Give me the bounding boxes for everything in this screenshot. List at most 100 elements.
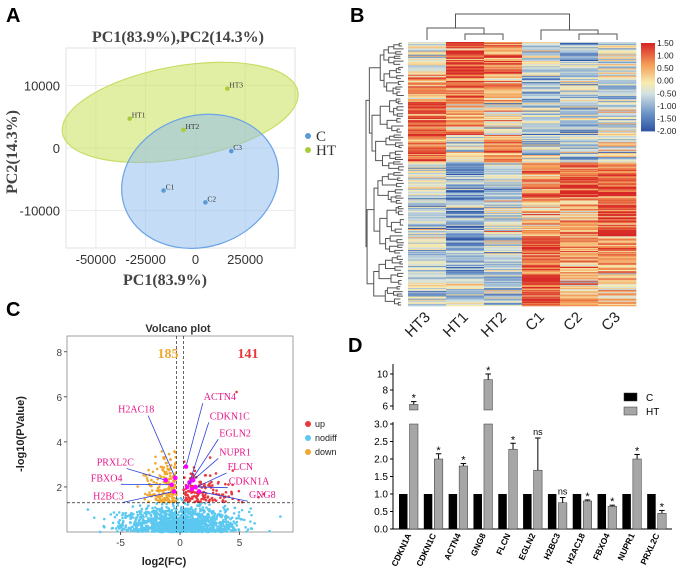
heatmap-cell [408,162,447,164]
heatmap-cell [560,72,599,74]
heatmap-cell [522,216,561,218]
volcano-point-up [200,497,203,501]
dendrogram-branch [396,255,403,260]
volcano-point-nodiff [179,527,183,530]
heatmap-cell [446,162,485,164]
heatmap-cell [522,154,561,157]
heatmap-cell [446,236,485,238]
volcano-point-nodiff [203,527,207,531]
volcano-point-nodiff [213,512,217,515]
volcano-xlabel: log2(FC) [142,556,187,568]
bar-c [498,494,507,529]
volcano-point-nodiff [232,512,236,515]
heatmap-cell [446,256,485,258]
heatmap-cell [408,142,447,144]
volcano-point-nodiff [207,520,211,524]
heatmap-cell [484,204,523,206]
heatmap-cell [446,246,485,249]
volcano-point-up [214,499,218,503]
heatmap-cell [446,156,485,158]
dendrogram-branch [368,67,381,134]
volcano-point-nodiff [162,515,166,519]
heatmap-cell [598,156,637,158]
heatmap-cell [598,44,637,46]
heatmap-cell [484,48,523,50]
heatmap-cell [560,89,599,91]
pca-xlabel: PC1(83.9%) [123,272,207,289]
heatmap-cell [446,183,485,185]
volcano-point-nodiff [202,520,206,524]
heatmap-cell [484,203,523,205]
volcano-point-nodiff [198,513,202,517]
heatmap-cell [408,56,447,59]
volcano-point-up [237,489,241,493]
heatmap-cell [408,279,447,281]
heatmap-cell [408,224,447,227]
heatmap-cell [598,56,637,59]
dendrogram-branch [540,29,599,40]
heatmap-cell [408,276,447,278]
volcano-point-nodiff [240,518,244,521]
heatmap-cell [446,87,485,89]
heatmap-cell [446,205,485,208]
heatmap-cell [560,212,599,214]
heatmap-cell [408,231,447,233]
heatmap-cell [598,59,637,62]
colorbar-segment [641,43,655,45]
heatmap-cell [522,274,561,276]
heatmap-cell [408,260,447,262]
heatmap-cell [484,224,523,227]
volcano-point-nodiff [223,504,227,508]
volcano-point-nodiff [226,507,229,511]
heatmap-cell [522,201,561,203]
heatmap-cell [522,55,561,58]
bar-significance: * [461,455,466,467]
volcano-point-nodiff [209,522,213,526]
bar-significance: * [412,393,417,405]
volcano-ytick-label: 2 [56,483,62,494]
heatmap-cell [408,87,447,89]
heatmap-cell [598,286,637,289]
heatmap-cell [522,157,561,159]
heatmap-cell [560,299,599,302]
volcano-point-nodiff [136,513,140,517]
heatmap-cell [484,146,523,148]
heatmap-cell [598,244,637,247]
heatmap-cell [446,253,485,255]
volcano-point-nodiff [175,508,178,512]
volcano-point-nodiff [228,521,231,525]
heatmap-cell [560,191,599,194]
heatmap-cell [560,190,599,193]
heatmap-cell [560,288,599,290]
volcano-point-nodiff [192,518,196,521]
heatmap-cell [598,50,637,52]
heatmap-cell [446,275,485,277]
heatmap-cell [408,156,447,158]
heatmap-cell [408,213,447,215]
bar-ht [483,423,493,530]
heatmap-cell [522,284,561,287]
heatmap-cell [408,57,447,60]
volcano-point-nodiff [191,508,195,512]
bar-category-label: GNG8 [469,531,488,557]
heatmap-cell [598,43,637,45]
colorbar-segment [641,79,655,82]
heatmap-cell [408,199,447,201]
volcano-point-nodiff [155,517,159,520]
heatmap-cell [446,142,485,144]
heatmap-cell [484,119,523,121]
heatmap-cell [484,87,523,89]
heatmap-cell [408,54,447,57]
heatmap-cell [408,280,447,283]
heatmap-cell [560,167,599,170]
heatmap-cell [484,239,523,241]
heatmap-cell [446,298,485,300]
heatmap-cell [484,250,523,252]
dendrogram-branch [397,205,404,210]
heatmap-cell [484,181,523,183]
heatmap-cell [522,57,561,60]
heatmap-cell [484,255,523,257]
heatmap-cell [446,146,485,148]
dendrogram-branch [464,33,504,40]
